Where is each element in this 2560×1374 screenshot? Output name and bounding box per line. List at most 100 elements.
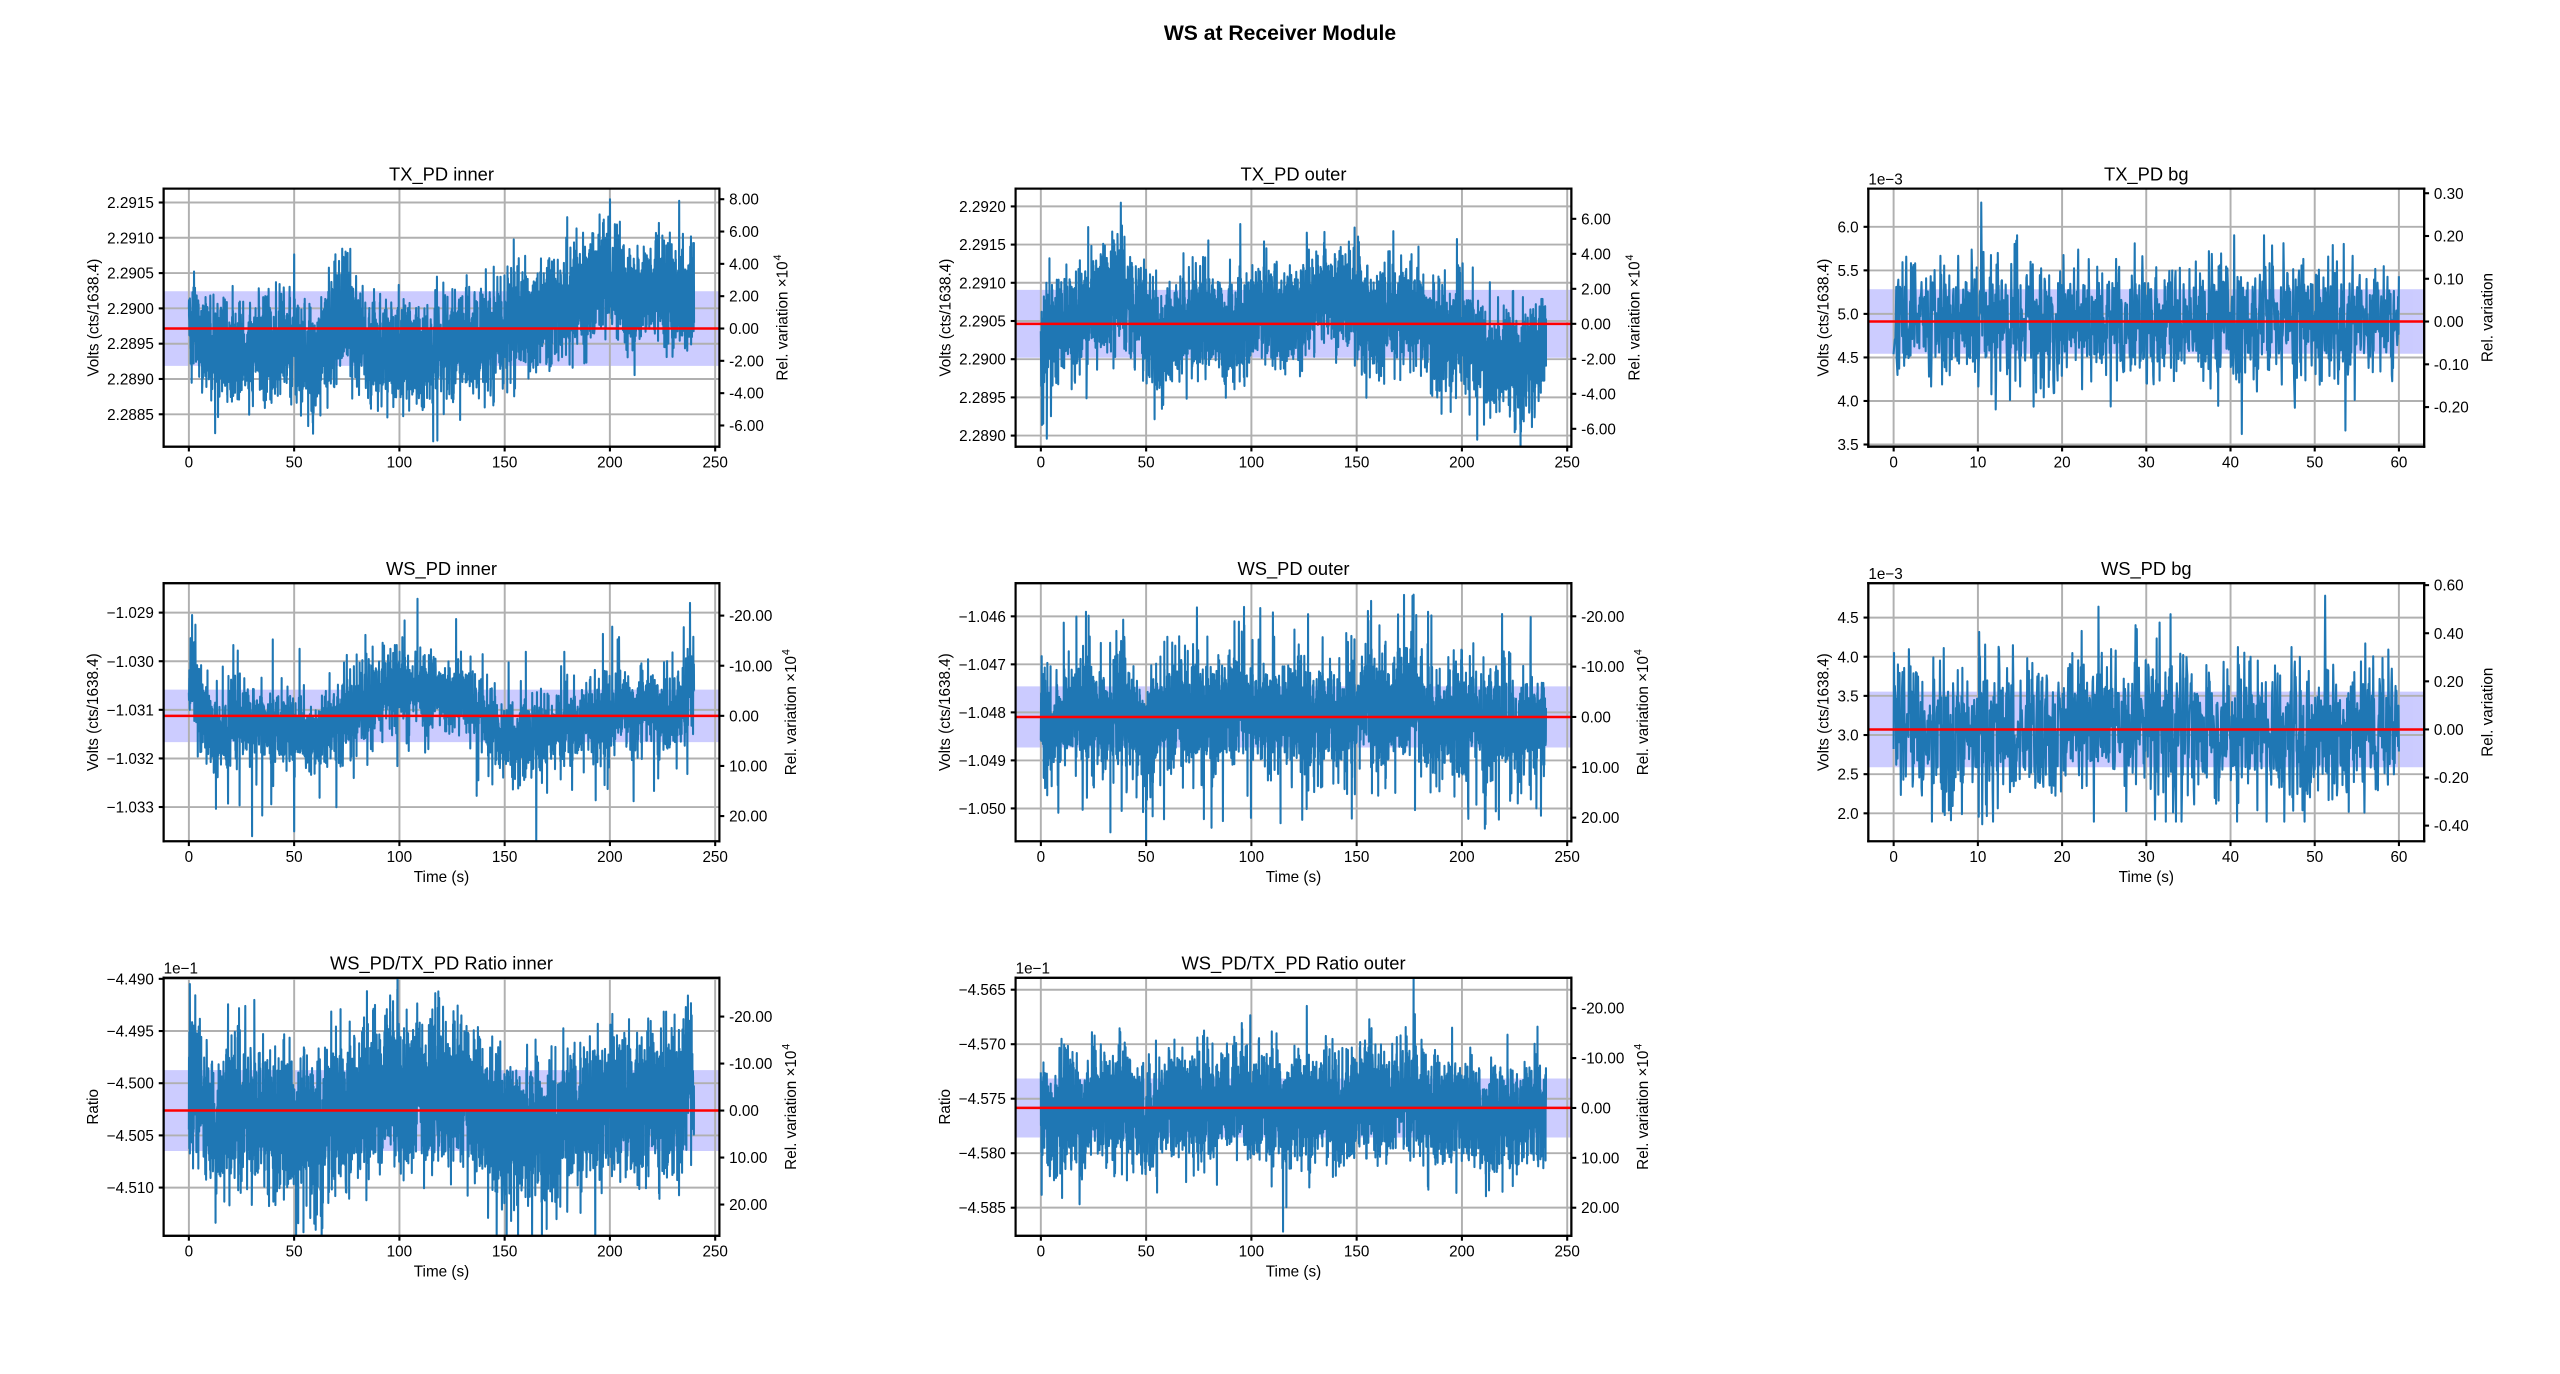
svg-text:200: 200 — [1449, 849, 1474, 866]
svg-text:-4.00: -4.00 — [729, 386, 764, 403]
svg-text:5.0: 5.0 — [1837, 306, 1858, 323]
svg-text:150: 150 — [1344, 454, 1369, 471]
svg-text:20.00: 20.00 — [1581, 810, 1619, 827]
svg-text:4.00: 4.00 — [729, 256, 759, 273]
svg-text:150: 150 — [492, 1244, 517, 1261]
svg-text:2.2885: 2.2885 — [107, 407, 154, 424]
svg-text:20.00: 20.00 — [729, 809, 767, 826]
svg-text:250: 250 — [702, 454, 727, 471]
svg-text:WS at Receiver Module: WS at Receiver Module — [1164, 22, 1397, 45]
svg-text:-10.00: -10.00 — [1581, 659, 1624, 676]
svg-text:4.00: 4.00 — [1581, 246, 1611, 263]
svg-text:50: 50 — [1138, 1244, 1155, 1261]
svg-text:−4.585: −4.585 — [959, 1200, 1006, 1217]
svg-text:-10.00: -10.00 — [729, 1056, 772, 1073]
svg-text:-10.00: -10.00 — [729, 658, 772, 675]
svg-text:−4.570: −4.570 — [959, 1037, 1006, 1054]
svg-text:50: 50 — [1138, 454, 1155, 471]
svg-text:2.2900: 2.2900 — [959, 352, 1006, 369]
svg-text:Volts (cts/1638.4): Volts (cts/1638.4) — [1816, 653, 1833, 771]
svg-text:20.00: 20.00 — [1581, 1200, 1619, 1217]
svg-text:2.2900: 2.2900 — [107, 301, 154, 318]
svg-text:3.5: 3.5 — [1837, 688, 1858, 705]
svg-text:250: 250 — [1554, 1244, 1579, 1261]
svg-text:250: 250 — [702, 849, 727, 866]
svg-text:−4.495: −4.495 — [107, 1024, 154, 1041]
svg-text:4.5: 4.5 — [1837, 350, 1858, 367]
svg-text:2.2905: 2.2905 — [959, 314, 1006, 331]
svg-text:100: 100 — [1239, 454, 1264, 471]
svg-text:TX_PD bg: TX_PD bg — [2104, 163, 2189, 185]
svg-text:2.2890: 2.2890 — [959, 428, 1006, 445]
svg-text:−1.029: −1.029 — [107, 605, 154, 622]
svg-text:Rel. variation ×104: Rel. variation ×104 — [772, 255, 791, 381]
svg-text:2.0: 2.0 — [1837, 806, 1858, 823]
svg-text:1e−1: 1e−1 — [164, 961, 198, 978]
svg-text:8.00: 8.00 — [729, 192, 759, 209]
svg-text:200: 200 — [1449, 1244, 1474, 1261]
svg-text:Time (s): Time (s) — [414, 869, 469, 886]
svg-text:20: 20 — [2054, 454, 2071, 471]
svg-text:−4.500: −4.500 — [107, 1076, 154, 1093]
svg-text:150: 150 — [492, 454, 517, 471]
svg-text:2.00: 2.00 — [1581, 281, 1611, 298]
svg-text:0.20: 0.20 — [2434, 229, 2464, 246]
svg-text:Volts (cts/1638.4): Volts (cts/1638.4) — [85, 653, 102, 771]
svg-text:Rel. variation ×104: Rel. variation ×104 — [781, 649, 800, 775]
svg-text:100: 100 — [387, 454, 412, 471]
svg-text:Volts (cts/1638.4): Volts (cts/1638.4) — [85, 259, 102, 377]
svg-text:0: 0 — [1889, 849, 1897, 866]
svg-text:2.2890: 2.2890 — [107, 372, 154, 389]
svg-text:40: 40 — [2222, 454, 2239, 471]
svg-text:−4.575: −4.575 — [959, 1091, 1006, 1108]
svg-text:-0.40: -0.40 — [2434, 818, 2469, 835]
svg-text:0: 0 — [185, 454, 194, 471]
svg-text:-4.00: -4.00 — [1581, 386, 1616, 403]
svg-text:Rel. variation: Rel. variation — [2479, 668, 2496, 757]
svg-text:2.2920: 2.2920 — [959, 199, 1006, 216]
svg-text:10: 10 — [1969, 454, 1986, 471]
svg-text:50: 50 — [286, 454, 303, 471]
svg-text:250: 250 — [702, 1244, 727, 1261]
svg-text:250: 250 — [1554, 454, 1579, 471]
svg-text:0.00: 0.00 — [729, 1103, 759, 1120]
svg-text:100: 100 — [1239, 1244, 1264, 1261]
svg-text:5.5: 5.5 — [1837, 263, 1858, 280]
svg-text:60: 60 — [2390, 849, 2407, 866]
svg-text:-20.00: -20.00 — [729, 608, 772, 625]
svg-text:Rel. variation: Rel. variation — [2479, 273, 2496, 362]
svg-text:0.00: 0.00 — [729, 321, 759, 338]
svg-text:50: 50 — [1138, 849, 1155, 866]
svg-text:250: 250 — [1554, 849, 1579, 866]
svg-text:0.20: 0.20 — [2434, 674, 2464, 691]
svg-text:-0.10: -0.10 — [2434, 357, 2469, 374]
svg-text:10.00: 10.00 — [1581, 760, 1619, 777]
svg-text:−1.032: −1.032 — [107, 751, 154, 768]
svg-text:40: 40 — [2222, 849, 2239, 866]
svg-text:1e−3: 1e−3 — [1868, 171, 1902, 188]
svg-text:Time (s): Time (s) — [1266, 869, 1321, 886]
svg-text:4.0: 4.0 — [1837, 649, 1858, 666]
svg-text:−1.050: −1.050 — [959, 801, 1006, 818]
svg-text:1e−3: 1e−3 — [1868, 566, 1902, 583]
svg-text:50: 50 — [286, 849, 303, 866]
svg-text:−4.580: −4.580 — [959, 1146, 1006, 1163]
svg-text:150: 150 — [492, 849, 517, 866]
svg-text:0: 0 — [185, 1244, 194, 1261]
svg-text:WS_PD bg: WS_PD bg — [2101, 558, 2192, 580]
svg-text:-20.00: -20.00 — [729, 1009, 772, 1026]
svg-text:2.00: 2.00 — [729, 289, 759, 306]
svg-text:200: 200 — [597, 454, 622, 471]
svg-text:3.0: 3.0 — [1837, 728, 1858, 745]
svg-text:WS_PD/TX_PD Ratio outer: WS_PD/TX_PD Ratio outer — [1181, 952, 1405, 974]
svg-text:10.00: 10.00 — [729, 1150, 767, 1167]
svg-text:−1.046: −1.046 — [959, 609, 1006, 626]
svg-text:50: 50 — [2306, 849, 2323, 866]
svg-text:3.5: 3.5 — [1837, 437, 1858, 454]
svg-text:-20.00: -20.00 — [1581, 1001, 1624, 1018]
svg-text:Volts (cts/1638.4): Volts (cts/1638.4) — [937, 653, 954, 771]
svg-text:−4.505: −4.505 — [107, 1128, 154, 1145]
svg-text:−1.048: −1.048 — [959, 705, 1006, 722]
svg-text:2.5: 2.5 — [1837, 767, 1858, 784]
svg-text:100: 100 — [387, 1244, 412, 1261]
